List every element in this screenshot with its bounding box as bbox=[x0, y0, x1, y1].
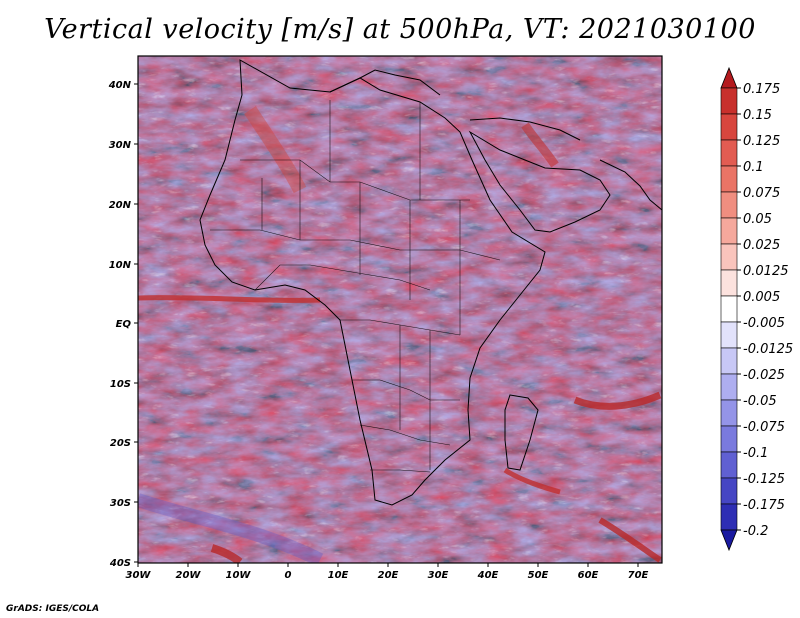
lon-label: 0 bbox=[285, 570, 292, 581]
colorbar-label: 0.175 bbox=[743, 82, 780, 97]
colorbar-swatch bbox=[720, 451, 738, 479]
lat-label: 20S bbox=[110, 438, 131, 449]
lon-label: 60E bbox=[578, 570, 599, 581]
lat-label: 10N bbox=[109, 260, 132, 271]
lon-label: 20W bbox=[176, 570, 202, 581]
colorbar-swatch bbox=[720, 113, 738, 141]
lon-label: 50E bbox=[528, 570, 549, 581]
colorbar-swatch bbox=[720, 399, 738, 427]
colorbar-swatch bbox=[720, 243, 738, 271]
lat-label: EQ bbox=[116, 319, 132, 330]
lat-label: 30S bbox=[110, 498, 131, 509]
colorbar-label: -0.005 bbox=[743, 316, 785, 331]
colorbar-label: 0.1 bbox=[743, 160, 764, 175]
lon-label: 30E bbox=[428, 570, 449, 581]
colorbar-swatch bbox=[720, 425, 738, 453]
colorbar-label: 0.05 bbox=[743, 212, 772, 227]
lon-label: 20E bbox=[378, 570, 399, 581]
colorbar-swatch bbox=[720, 165, 738, 193]
colorbar-swatch bbox=[720, 139, 738, 167]
colorbar-min-arrow bbox=[720, 529, 738, 552]
colorbar-swatch bbox=[720, 477, 738, 505]
colorbar-label: -0.075 bbox=[743, 420, 785, 435]
colorbar-swatch bbox=[720, 373, 738, 401]
colorbar-label: 0.0125 bbox=[743, 264, 789, 279]
colorbar-label: 0.005 bbox=[743, 290, 780, 305]
lon-label: 10W bbox=[226, 570, 252, 581]
colorbar-label: 0.125 bbox=[743, 134, 780, 149]
colorbar-swatch bbox=[720, 347, 738, 375]
colorbar-swatch bbox=[720, 503, 738, 531]
colorbar-label: 0.15 bbox=[743, 108, 772, 123]
velocity-field bbox=[138, 56, 662, 563]
colorbar-label: -0.175 bbox=[743, 498, 785, 513]
colorbar-label: -0.2 bbox=[743, 524, 768, 539]
lon-label: 10E bbox=[328, 570, 349, 581]
colorbar-label: -0.125 bbox=[743, 472, 785, 487]
colorbar-swatch bbox=[720, 269, 738, 297]
colorbar-swatch bbox=[720, 87, 738, 115]
lat-label: 40S bbox=[109, 558, 131, 569]
lon-label: 30W bbox=[126, 570, 152, 581]
colorbar-max-arrow bbox=[720, 66, 738, 89]
lon-label: 40E bbox=[477, 570, 499, 581]
colorbar-label: -0.0125 bbox=[743, 342, 793, 357]
colorbar-swatch bbox=[720, 217, 738, 245]
colorbar-label: -0.1 bbox=[743, 446, 768, 461]
lat-label: 10S bbox=[110, 379, 131, 390]
colorbar-label: 0.025 bbox=[743, 238, 780, 253]
colorbar-label: 0.075 bbox=[743, 186, 780, 201]
longitude-axis: 30W 20W 10W 0 10E 20E 30E 40E 50E 60E 70… bbox=[126, 563, 649, 581]
colorbar-swatch bbox=[720, 191, 738, 219]
lon-label: 70E bbox=[628, 570, 649, 581]
country-borders bbox=[210, 100, 501, 473]
colorbar-swatch bbox=[720, 321, 738, 349]
colorbar-swatch bbox=[720, 295, 738, 323]
colorbar: 0.175 0.15 0.125 0.1 0.075 0.05 0.025 0.0125 0.0… bbox=[720, 66, 793, 552]
lat-label: 20N bbox=[109, 200, 132, 211]
latitude-axis: 40N 30N 20N 10N EQ 10S 20S 30S 40S bbox=[108, 80, 138, 569]
colorbar-label: -0.025 bbox=[743, 368, 785, 383]
lat-label: 30N bbox=[109, 140, 132, 151]
grads-credit: GrADS: IGES/COLA bbox=[6, 604, 100, 614]
lat-label: 40N bbox=[108, 80, 132, 91]
colorbar-label: -0.05 bbox=[743, 394, 777, 409]
chart-title: Vertical velocity [m/s] at 500hPa, VT: 2… bbox=[44, 14, 756, 45]
coastlines bbox=[199, 59, 663, 506]
